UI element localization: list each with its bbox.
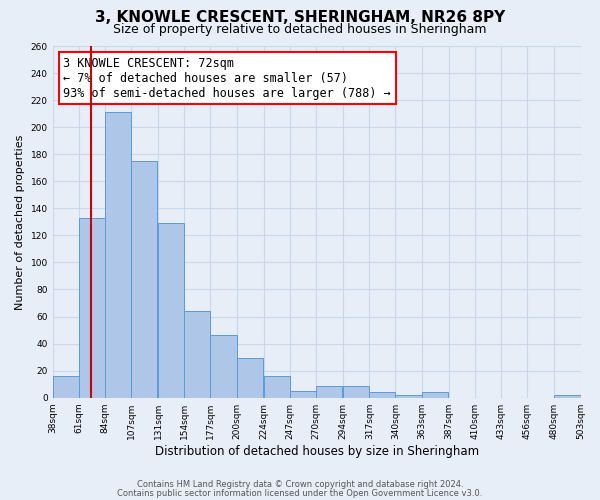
Bar (422, 392, 448, 398)
Bar (236, 358, 263, 398)
X-axis label: Distribution of detached houses by size in Sheringham: Distribution of detached houses by size … (155, 444, 479, 458)
Text: Contains HM Land Registry data © Crown copyright and database right 2024.: Contains HM Land Registry data © Crown c… (137, 480, 463, 489)
Bar (184, 311, 211, 398)
Bar (53, 376, 79, 398)
Bar (79, 218, 105, 398)
Bar (131, 161, 157, 398)
Bar (211, 336, 236, 398)
Bar (290, 391, 316, 398)
Text: Size of property relative to detached houses in Sheringham: Size of property relative to detached ho… (113, 22, 487, 36)
Y-axis label: Number of detached properties: Number of detached properties (15, 134, 25, 310)
Bar (554, 395, 581, 398)
Bar (158, 223, 184, 398)
Bar (395, 395, 422, 398)
Bar (316, 386, 342, 398)
Bar (264, 376, 290, 398)
Text: 3 KNOWLE CRESCENT: 72sqm
← 7% of detached houses are smaller (57)
93% of semi-de: 3 KNOWLE CRESCENT: 72sqm ← 7% of detache… (63, 56, 391, 100)
Bar (105, 112, 131, 398)
Bar (370, 392, 395, 398)
Text: 3, KNOWLE CRESCENT, SHERINGHAM, NR26 8PY: 3, KNOWLE CRESCENT, SHERINGHAM, NR26 8PY (95, 10, 505, 25)
Text: Contains public sector information licensed under the Open Government Licence v3: Contains public sector information licen… (118, 488, 482, 498)
Bar (343, 386, 370, 398)
